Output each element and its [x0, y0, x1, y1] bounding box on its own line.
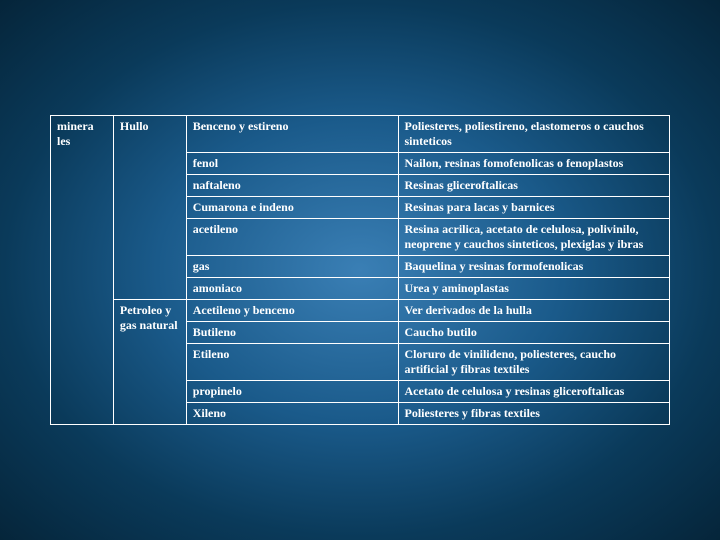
- s2-r3-c3: propinelo: [186, 381, 398, 403]
- s1-r2-c3: naftaleno: [186, 175, 398, 197]
- s2-r2-c4: Cloruro de vinilideno, poliesteres, cauc…: [398, 344, 670, 381]
- s2-r0-c3: Acetileno y benceno: [186, 300, 398, 322]
- s1-r1-c3: fenol: [186, 153, 398, 175]
- s2-r0-c4: Ver derivados de la hulla: [398, 300, 670, 322]
- s1-r4-c4: Resina acrilica, acetato de celulosa, po…: [398, 219, 670, 256]
- s1-r6-c3: amoniaco: [186, 278, 398, 300]
- section1-header: Hullo: [113, 116, 186, 300]
- col1-header: minera les: [51, 116, 114, 425]
- s2-r1-c4: Caucho butilo: [398, 322, 670, 344]
- s1-r5-c4: Baquelina y resinas formofenolicas: [398, 256, 670, 278]
- s1-r0-c4: Poliesteres, poliestireno, elastomeros o…: [398, 116, 670, 153]
- section2-header: Petroleo y gas natural: [113, 300, 186, 425]
- s2-r4-c3: Xileno: [186, 403, 398, 425]
- s2-r3-c4: Acetato de celulosa y resinas glicerofta…: [398, 381, 670, 403]
- s1-r6-c4: Urea y aminoplastas: [398, 278, 670, 300]
- s1-r2-c4: Resinas gliceroftalicas: [398, 175, 670, 197]
- s1-r1-c4: Nailon, resinas fomofenolicas o fenoplas…: [398, 153, 670, 175]
- s1-r3-c3: Cumarona e indeno: [186, 197, 398, 219]
- s2-r4-c4: Poliesteres y fibras textiles: [398, 403, 670, 425]
- s2-r1-c3: Butileno: [186, 322, 398, 344]
- s2-r2-c3: Etileno: [186, 344, 398, 381]
- s1-r5-c3: gas: [186, 256, 398, 278]
- s1-r0-c3: Benceno y estireno: [186, 116, 398, 153]
- materials-table: minera les Hullo Benceno y estireno Poli…: [50, 115, 670, 425]
- s1-r4-c3: acetileno: [186, 219, 398, 256]
- s1-r3-c4: Resinas para lacas y barnices: [398, 197, 670, 219]
